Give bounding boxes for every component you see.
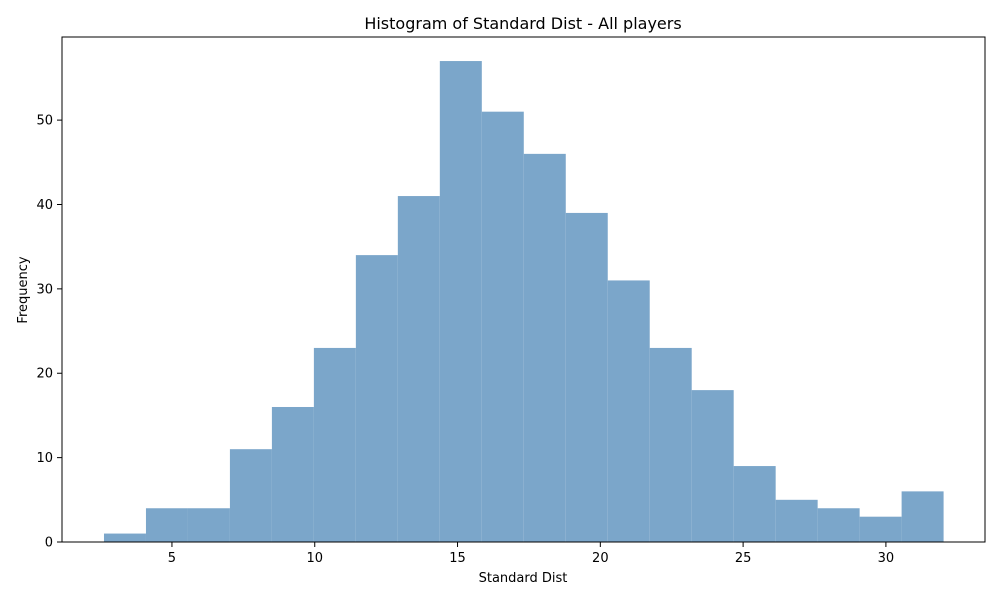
histogram-bar-17 (817, 508, 860, 542)
x-tick-label: 30 (878, 551, 895, 566)
histogram-bar-0 (103, 533, 146, 542)
histogram-bar-2 (187, 508, 230, 542)
bars-group (103, 61, 944, 543)
x-tick-label: 25 (735, 551, 752, 566)
y-axis-ticks: 0 10 20 30 40 50 (36, 114, 62, 551)
histogram-bar-3 (229, 449, 272, 542)
y-tick-label: 20 (36, 367, 53, 382)
histogram-bar-8 (439, 61, 482, 543)
histogram-bar-19 (901, 491, 944, 542)
y-tick-label: 0 (45, 536, 53, 551)
x-tick-label: 5 (168, 551, 176, 566)
histogram-bar-12 (607, 280, 650, 542)
histogram-bar-10 (523, 153, 566, 543)
plot-frame (61, 36, 986, 543)
chart-title: Histogram of Standard Dist - All players (364, 14, 681, 33)
histogram-bar-16 (775, 499, 818, 542)
x-tick-label: 10 (306, 551, 323, 566)
histogram-bar-7 (397, 196, 440, 542)
y-tick-label: 30 (36, 282, 53, 297)
histogram-bar-15 (733, 466, 776, 542)
histogram-bar-9 (481, 111, 524, 542)
x-axis-label: Standard Dist (479, 571, 568, 586)
histogram-bar-6 (355, 255, 398, 542)
x-axis-ticks: 5 10 15 20 25 30 (168, 542, 894, 566)
histogram-bar-13 (649, 347, 692, 542)
histogram-bar-18 (859, 516, 902, 542)
x-tick-label: 20 (592, 551, 609, 566)
y-tick-label: 40 (36, 198, 53, 213)
histogram-bar-5 (313, 347, 356, 542)
histogram-bar-4 (271, 406, 314, 542)
histogram-bar-11 (565, 212, 608, 543)
y-tick-label: 10 (36, 451, 53, 466)
histogram-bar-14 (691, 390, 734, 542)
x-tick-label: 15 (449, 551, 466, 566)
y-tick-label: 50 (36, 114, 53, 129)
y-axis-label: Frequency (16, 256, 31, 323)
histogram-bar-1 (145, 508, 188, 542)
